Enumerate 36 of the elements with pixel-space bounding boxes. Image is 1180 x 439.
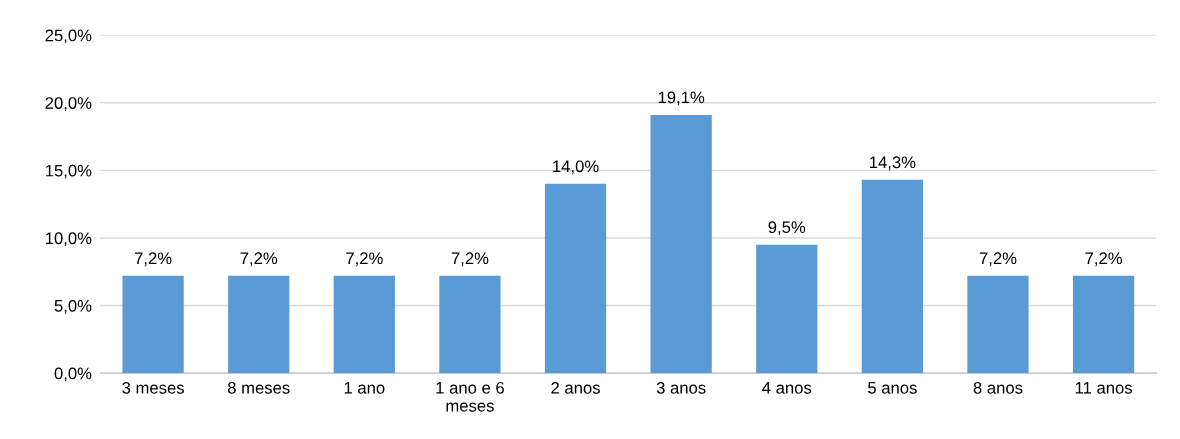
y-tick-label: 20,0%	[45, 97, 92, 111]
bar	[333, 275, 395, 374]
bar	[1072, 275, 1135, 374]
data-label: 14,0%	[553, 160, 599, 175]
data-label: 7,2%	[451, 252, 489, 267]
bar	[650, 114, 712, 374]
bar	[967, 275, 1029, 374]
y-tick-label: 25,0%	[45, 29, 92, 44]
data-label: 9,5%	[768, 221, 806, 236]
bar	[228, 275, 290, 374]
x-tick-label: 1 ano	[344, 382, 385, 394]
x-tick-label: 2 anos	[551, 381, 600, 394]
y-tick-label: 15,0%	[45, 164, 92, 179]
x-tick-label: 3 meses	[122, 381, 184, 394]
data-label: 7,2%	[1085, 252, 1122, 267]
data-label: 7,2%	[979, 252, 1017, 267]
data-label: 19,1%	[658, 91, 705, 106]
x-tick-label: 8 meses	[227, 381, 290, 394]
y-tick-label: 0,0%	[54, 367, 92, 382]
x-tick-label: 1 ano e 6 meses	[436, 381, 504, 412]
bar	[756, 244, 818, 374]
data-label: 7,2%	[240, 252, 278, 267]
x-tick-label: 4 anos	[762, 382, 812, 394]
bar	[439, 275, 501, 374]
y-tick-label: 5,0%	[54, 299, 92, 314]
data-label: 7,2%	[346, 252, 383, 267]
data-label: 7,2%	[134, 252, 172, 267]
x-tick-label: 3 anos	[656, 381, 706, 394]
x-tick-label: 8 anos	[973, 381, 1023, 394]
x-tick-label: 11 anos	[1075, 382, 1133, 394]
bar	[544, 183, 607, 374]
y-tick-label: 10,0%	[45, 232, 92, 247]
data-label: 14,3%	[870, 156, 916, 171]
x-tick-label: 5 anos	[868, 382, 917, 394]
bar	[861, 179, 923, 374]
bar	[122, 275, 184, 374]
